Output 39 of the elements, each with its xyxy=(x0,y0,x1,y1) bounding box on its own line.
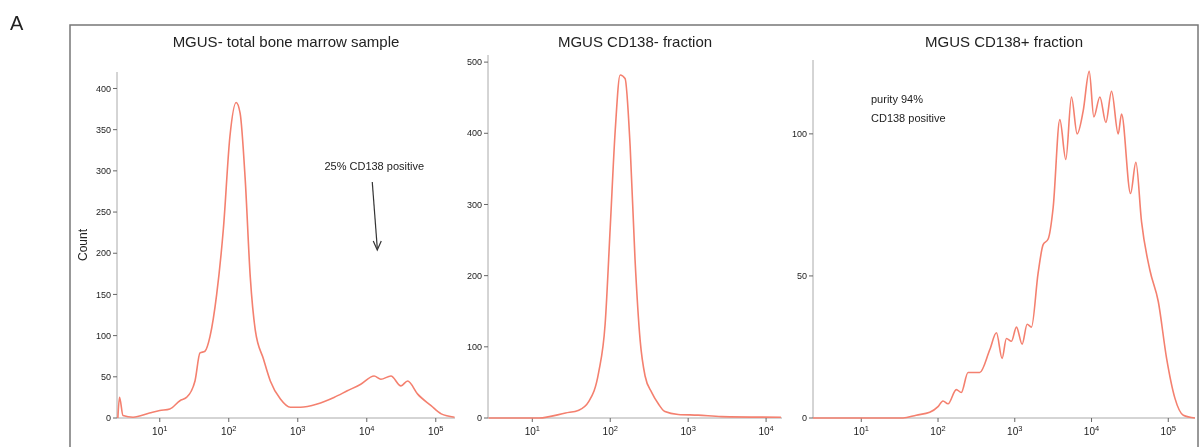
y-tick-label: 400 xyxy=(466,128,482,139)
y-tick-label: 400 xyxy=(95,83,111,94)
y-tick-label: 300 xyxy=(95,166,111,177)
y-tick-label: 350 xyxy=(95,124,111,135)
x-tick-label: 10$^{4}$ xyxy=(758,423,774,437)
x-tick-label: 10$^{4}$ xyxy=(359,423,375,437)
y-tick-label: 300 xyxy=(466,199,482,210)
y-tick-label: 50 xyxy=(796,271,807,282)
x-tick-label: 10$^{2}$ xyxy=(602,423,618,437)
x-tick-label: 10$^{4}$ xyxy=(1083,423,1100,437)
chart-title: MGUS CD138- fraction xyxy=(557,33,713,50)
y-tick-label: 150 xyxy=(95,289,111,300)
chart-title: MGUS CD138+ fraction xyxy=(925,33,1083,50)
chart-title: MGUS- total bone marrow sample xyxy=(172,33,400,50)
x-tick-label: 10$^{1}$ xyxy=(152,423,168,437)
x-tick-label: 10$^{5}$ xyxy=(428,423,444,437)
y-tick-label: 250 xyxy=(95,207,111,218)
x-tick-label: 10$^{2}$ xyxy=(221,423,237,437)
y-tick-label: 50 xyxy=(100,371,111,382)
annotation: purity 94% CD138 positive xyxy=(871,93,946,124)
y-tick-label: 100 xyxy=(95,330,111,341)
x-tick-label: 10$^{1}$ xyxy=(524,423,540,437)
y-tick-label: 100 xyxy=(791,129,807,140)
x-tick-label: 10$^{5}$ xyxy=(1160,423,1176,437)
y-tick-label: 0 xyxy=(105,413,111,424)
y-tick-label: 100 xyxy=(466,341,482,352)
x-tick-label: 10$^{2}$ xyxy=(930,423,946,437)
x-tick-label: 10$^{1}$ xyxy=(853,423,869,437)
y-tick-label: 0 xyxy=(801,413,807,424)
y-tick-label: 200 xyxy=(95,248,111,259)
y-tick-label: 500 xyxy=(466,57,482,68)
annotation: 25% CD138 positive xyxy=(324,160,425,172)
x-tick-label: 10$^{3}$ xyxy=(680,423,696,437)
y-axis-title: Count xyxy=(76,228,90,262)
x-tick-label: 10$^{3}$ xyxy=(1007,423,1023,437)
y-tick-label: 200 xyxy=(466,270,482,281)
text: A xyxy=(10,12,24,34)
y-tick-label: 0 xyxy=(476,413,482,424)
x-tick-label: 10$^{3}$ xyxy=(290,423,306,437)
